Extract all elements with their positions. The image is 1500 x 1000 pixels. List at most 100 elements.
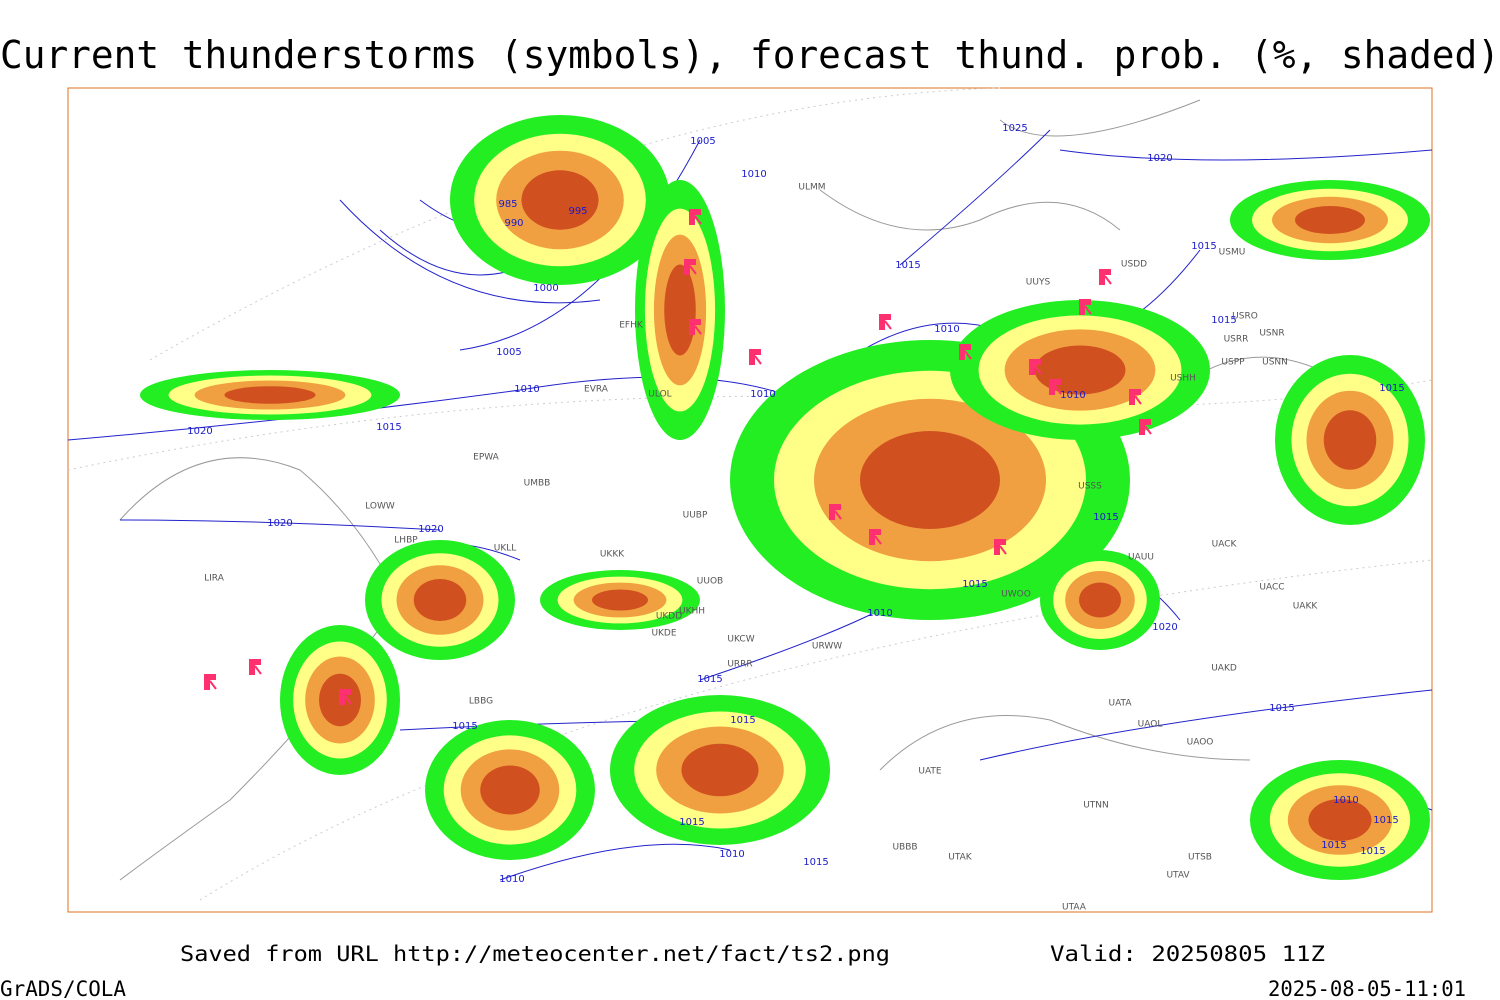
isobar-label: 995 bbox=[568, 206, 587, 217]
station-label: UTAA bbox=[1062, 903, 1087, 913]
probability-area bbox=[664, 264, 696, 356]
isobar-label: 1010 bbox=[750, 389, 775, 400]
station-label: USHH bbox=[1170, 374, 1196, 384]
station-label: UUYS bbox=[1026, 278, 1051, 288]
isobar-label: 1015 bbox=[697, 674, 722, 685]
title: Current thunderstorms (symbols), forecas… bbox=[0, 33, 1500, 77]
thunderstorm-symbol bbox=[1029, 359, 1042, 375]
isobar-label: 1015 bbox=[1373, 815, 1398, 826]
station-label: UATE bbox=[918, 767, 942, 777]
isobar-label: 1015 bbox=[376, 422, 401, 433]
isobar-label: 1020 bbox=[1147, 153, 1172, 164]
probability-area bbox=[1295, 206, 1365, 234]
isobar-label: 1010 bbox=[867, 608, 892, 619]
station-label: LHBP bbox=[394, 536, 418, 546]
station-label: UKCW bbox=[727, 635, 754, 645]
thunderstorm-symbol bbox=[829, 504, 842, 520]
isobar-label: 1010 bbox=[719, 849, 744, 860]
station-label: ULMM bbox=[798, 183, 825, 193]
station-label: UACC bbox=[1259, 583, 1284, 593]
station-label: UBBB bbox=[892, 843, 917, 853]
isobar-label: 1005 bbox=[690, 136, 715, 147]
station-label: UAKD bbox=[1211, 664, 1237, 674]
station-label: UUOB bbox=[697, 577, 723, 587]
isobar-label: 1010 bbox=[514, 384, 539, 395]
probability-area bbox=[860, 431, 1000, 529]
isobar-label: 1000 bbox=[533, 283, 558, 294]
station-label: UATA bbox=[1108, 699, 1132, 709]
station-label: USRR bbox=[1224, 335, 1249, 345]
thunderstorm-symbol bbox=[994, 539, 1007, 555]
thunderstorm-symbol bbox=[1079, 299, 1092, 315]
isobar-label: 1015 bbox=[1211, 315, 1236, 326]
station-label: UMBB bbox=[524, 479, 551, 489]
isobar-label: 1015 bbox=[1191, 241, 1216, 252]
thunderstorm-symbol bbox=[1099, 269, 1112, 285]
timestamp: 2025-08-05-11:01 bbox=[1268, 977, 1466, 1000]
thunderstorm-symbol bbox=[869, 529, 882, 545]
station-label: UAUU bbox=[1128, 553, 1154, 563]
probability-area bbox=[480, 765, 540, 815]
isobar-label: 1010 bbox=[1060, 390, 1085, 401]
station-label: ULOL bbox=[648, 390, 671, 400]
thunderstorm-symbol bbox=[684, 259, 697, 275]
isobar-label: 1015 bbox=[1269, 703, 1294, 714]
probability-area bbox=[521, 170, 599, 230]
station-label: UKLL bbox=[494, 544, 517, 554]
isobar-label: 990 bbox=[504, 218, 523, 229]
station-label: URRR bbox=[727, 660, 752, 670]
thunderstorm-symbol bbox=[689, 319, 702, 335]
isobar-label: 1015 bbox=[803, 857, 828, 868]
station-label: USPP bbox=[1221, 358, 1245, 368]
station-label: UKKK bbox=[600, 550, 625, 560]
thunderstorm-symbol bbox=[204, 674, 217, 690]
thunderstorm-symbol bbox=[249, 659, 262, 675]
station-label: UAOL bbox=[1138, 720, 1163, 730]
thunderstorm-symbol bbox=[689, 209, 702, 225]
isobar-label: 1015 bbox=[730, 715, 755, 726]
probability-area bbox=[1308, 799, 1372, 841]
isobar-label: 1015 bbox=[679, 817, 704, 828]
isobar-label: 1015 bbox=[1379, 383, 1404, 394]
station-label: UTAV bbox=[1166, 871, 1190, 881]
station-label: UKHH bbox=[679, 607, 705, 617]
thunderstorm-symbol bbox=[1049, 379, 1062, 395]
probability-area bbox=[1034, 345, 1126, 395]
station-label: USSS bbox=[1078, 482, 1102, 492]
thunderstorm-symbol bbox=[879, 314, 892, 330]
station-label: USRO bbox=[1232, 312, 1258, 322]
isobar-label: 1010 bbox=[741, 169, 766, 180]
station-label: USNR bbox=[1259, 329, 1284, 339]
station-label: USDD bbox=[1121, 260, 1147, 270]
station-label: UACK bbox=[1212, 540, 1238, 550]
isobar-label: 1015 bbox=[962, 579, 987, 590]
thunderstorm-symbol bbox=[749, 349, 762, 365]
probability-area bbox=[681, 743, 759, 797]
thunderstorm-symbols bbox=[204, 209, 1152, 705]
station-label: USNN bbox=[1262, 358, 1288, 368]
thunderstorm-symbol bbox=[959, 344, 972, 360]
isobar-label: 1025 bbox=[1002, 123, 1027, 134]
valid-time: Valid: 20250805 11Z bbox=[1050, 942, 1325, 966]
software: GrADS/COLA bbox=[0, 977, 126, 1000]
probability-area bbox=[1079, 582, 1121, 618]
isobar-label: 1010 bbox=[934, 324, 959, 335]
probability-area bbox=[413, 579, 467, 621]
station-label: UTNN bbox=[1083, 801, 1109, 811]
isobar-label: 1015 bbox=[1360, 846, 1385, 857]
station-label: URWW bbox=[812, 642, 842, 652]
isobar-label: 1015 bbox=[895, 260, 920, 271]
station-label: UAOO bbox=[1187, 738, 1214, 748]
thunderstorm-symbol bbox=[339, 689, 352, 705]
station-label: UKDE bbox=[651, 629, 676, 639]
station-label: USMU bbox=[1219, 248, 1246, 258]
station-label: UUBP bbox=[683, 511, 708, 521]
isobar-label: 1015 bbox=[1321, 840, 1346, 851]
station-label: EFHK bbox=[619, 321, 644, 331]
probability-area bbox=[1323, 410, 1377, 470]
isobar-label: 1020 bbox=[1152, 622, 1177, 633]
station-label: UWOO bbox=[1001, 590, 1031, 600]
isobar-label: 1020 bbox=[267, 518, 292, 529]
station-label: EVRA bbox=[584, 385, 609, 395]
